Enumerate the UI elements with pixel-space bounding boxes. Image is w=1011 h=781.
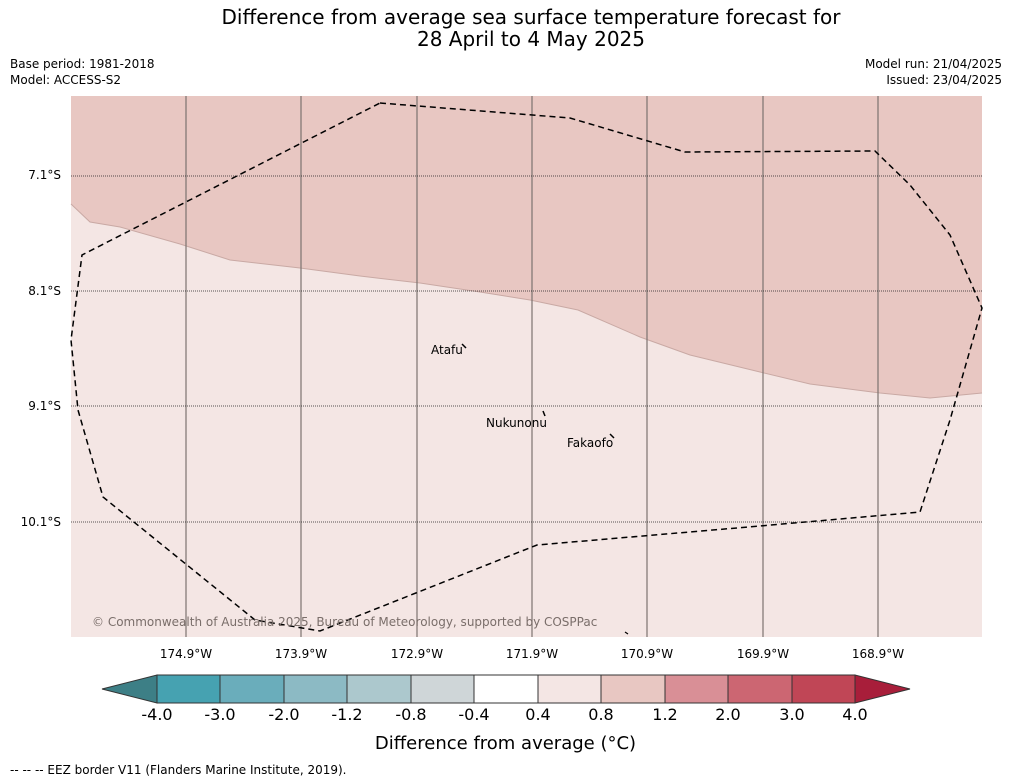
colorbar-over-arrow (854, 674, 911, 704)
colorbar-tick-7: 0.4 (525, 705, 551, 724)
colorbar-tick-11: 3.0 (779, 705, 805, 724)
nukunonu-island (542, 410, 546, 417)
lon-label-4: 171.9°W (505, 647, 559, 661)
colorbar-bin-6 (473, 674, 539, 704)
place-label-atafu: Atafu (431, 343, 463, 357)
lon-label-6: 169.9°W (736, 647, 790, 661)
copyright-text: © Commonwealth of Australia 2025, Bureau… (92, 615, 597, 629)
colorbar-bin-7 (537, 674, 602, 704)
colorbar-tick-2: -3.0 (204, 705, 236, 724)
anomaly-area-high (71, 96, 982, 398)
colorbar-bin-11 (791, 674, 856, 704)
colorbar (101, 674, 911, 704)
lat-label-3: 9.1°S (28, 399, 61, 413)
place-label-fakaofo: Fakaofo (567, 436, 613, 450)
fakaofo-island (609, 433, 615, 439)
colorbar-bin-10 (727, 674, 793, 704)
colorbar-tick-1: -4.0 (141, 705, 173, 724)
colorbar-under-arrow (101, 674, 158, 704)
lon-label-7: 168.9°W (851, 647, 905, 661)
colorbar-tick-10: 2.0 (715, 705, 741, 724)
eez-legend: -- -- -- EEZ border V11 (Flanders Marine… (10, 763, 347, 777)
longitude-lines (185, 96, 879, 637)
title-line-2: 28 April to 4 May 2025 (417, 27, 645, 51)
colorbar-tick-8: 0.8 (588, 705, 614, 724)
title-line-1: Difference from average sea surface temp… (221, 5, 841, 29)
colorbar-tick-9: 1.2 (652, 705, 678, 724)
lat-label-1: 7.1°S (28, 168, 61, 182)
anomaly-contour (70, 203, 983, 399)
colorbar-bin-1 (156, 674, 221, 704)
lon-label-1: 174.9°W (159, 647, 213, 661)
lon-label-3: 172.9°W (390, 647, 444, 661)
colorbar-bin-9 (664, 674, 729, 704)
colorbar-bin-3 (283, 674, 348, 704)
map-title: Difference from average sea surface temp… (0, 6, 1011, 50)
lon-label-5: 170.9°W (620, 647, 674, 661)
colorbar-tick-5: -0.8 (395, 705, 427, 724)
swains-island (624, 631, 629, 635)
colorbar-tick-6: -0.4 (458, 705, 490, 724)
colorbar-bin-5 (410, 674, 475, 704)
lon-label-2: 173.9°W (274, 647, 328, 661)
model-run: Model run: 21/04/2025 (864, 57, 1002, 71)
colorbar-bin-8 (600, 674, 666, 704)
issued-date: Issued: 23/04/2025 (886, 73, 1002, 87)
colorbar-tick-12: 4.0 (842, 705, 868, 724)
colorbar-bin-2 (219, 674, 285, 704)
colorbar-bin-4 (346, 674, 412, 704)
meta-right: Model run: 21/04/2025 Issued: 23/04/2025 (865, 56, 1002, 88)
meta-left: Base period: 1981-2018 Model: ACCESS-S2 (10, 56, 155, 88)
model-name: Model: ACCESS-S2 (10, 73, 122, 87)
colorbar-label: Difference from average (°C) (374, 733, 637, 754)
lat-label-2: 8.1°S (28, 284, 61, 298)
lat-label-4: 10.1°S (20, 515, 61, 529)
base-period: Base period: 1981-2018 (10, 57, 155, 71)
colorbar-tick-3: -2.0 (268, 705, 300, 724)
atafu-island (461, 343, 467, 349)
place-label-nukunonu: Nukunonu (486, 416, 547, 430)
colorbar-tick-4: -1.2 (331, 705, 363, 724)
